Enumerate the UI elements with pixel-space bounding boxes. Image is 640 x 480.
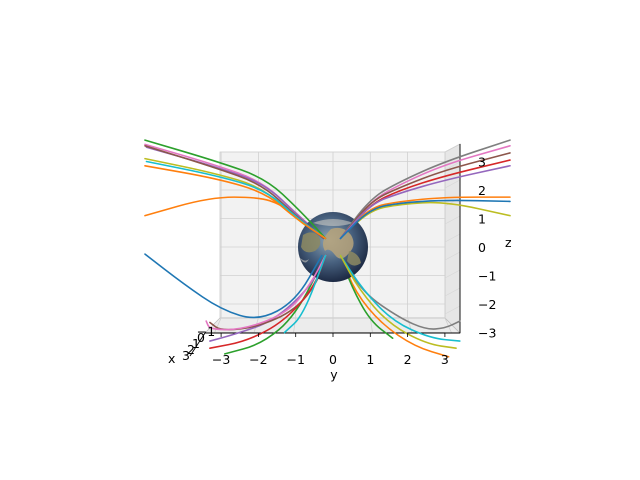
side-grid-line bbox=[444, 269, 461, 279]
field-line-series bbox=[339, 139, 511, 240]
field-line-series bbox=[339, 254, 461, 342]
side-grid-line bbox=[444, 197, 461, 207]
field-line-series bbox=[205, 254, 327, 331]
earth-continents bbox=[299, 219, 361, 266]
side-grid-line bbox=[444, 305, 461, 315]
z-tick-label: 0 bbox=[478, 240, 486, 255]
field-line-series bbox=[339, 152, 511, 240]
z-tick-label: 1 bbox=[478, 212, 486, 227]
y-axis-label: y bbox=[330, 367, 338, 382]
grid-lines bbox=[214, 143, 461, 334]
field-line-series bbox=[145, 160, 327, 240]
floor-grid-line bbox=[214, 317, 222, 334]
x-tick-label: 0 bbox=[197, 330, 205, 345]
floor-grid-line bbox=[444, 317, 452, 334]
y-tick-label: 3 bbox=[441, 352, 449, 367]
side-grid-line bbox=[444, 179, 461, 189]
y-tick-label: 0 bbox=[329, 352, 337, 367]
y-tick-label: −3 bbox=[212, 352, 230, 367]
side-grid-line bbox=[444, 215, 461, 225]
x-tick-label: −1 bbox=[197, 324, 215, 339]
field-line-series bbox=[144, 164, 327, 240]
y-tick-label: −2 bbox=[249, 352, 267, 367]
field-line-series bbox=[144, 253, 323, 319]
field-lines-front bbox=[144, 139, 511, 349]
x-tick-label: 2 bbox=[187, 342, 195, 357]
field-line-series bbox=[283, 254, 327, 334]
z-tick-label: 3 bbox=[478, 155, 486, 170]
side-grid-line bbox=[444, 143, 461, 153]
z-axis-label: z bbox=[505, 235, 512, 250]
field-line-series bbox=[144, 139, 327, 240]
field-line-series bbox=[209, 254, 327, 349]
floor-grid-line bbox=[293, 317, 297, 334]
field-line-series bbox=[339, 199, 511, 240]
side-grid-line bbox=[444, 233, 461, 243]
y-tick-label: 2 bbox=[404, 352, 412, 367]
side-grid-line bbox=[444, 287, 461, 297]
field-line-series bbox=[339, 164, 511, 240]
floor-grid-line bbox=[369, 317, 373, 334]
z-tick-label: −1 bbox=[478, 269, 496, 284]
y-tick-label: −1 bbox=[286, 352, 304, 367]
field-line-series bbox=[339, 254, 457, 349]
z-tick-label: −3 bbox=[478, 326, 496, 341]
side-grid-line bbox=[444, 251, 461, 261]
x-axis-label: x bbox=[168, 351, 175, 366]
side-grid-line bbox=[444, 161, 461, 171]
field-line-series bbox=[339, 196, 511, 240]
field-line-series bbox=[224, 254, 327, 355]
x-axis-line bbox=[189, 332, 206, 357]
z-tick-label: 2 bbox=[478, 183, 486, 198]
x-tick-label: 3 bbox=[182, 348, 190, 363]
field-line-series bbox=[339, 201, 511, 240]
field-line-series bbox=[144, 145, 325, 240]
y-tick-label: 1 bbox=[366, 352, 374, 367]
z-tick-label: −2 bbox=[478, 297, 496, 312]
x-tick-label: 1 bbox=[192, 336, 200, 351]
